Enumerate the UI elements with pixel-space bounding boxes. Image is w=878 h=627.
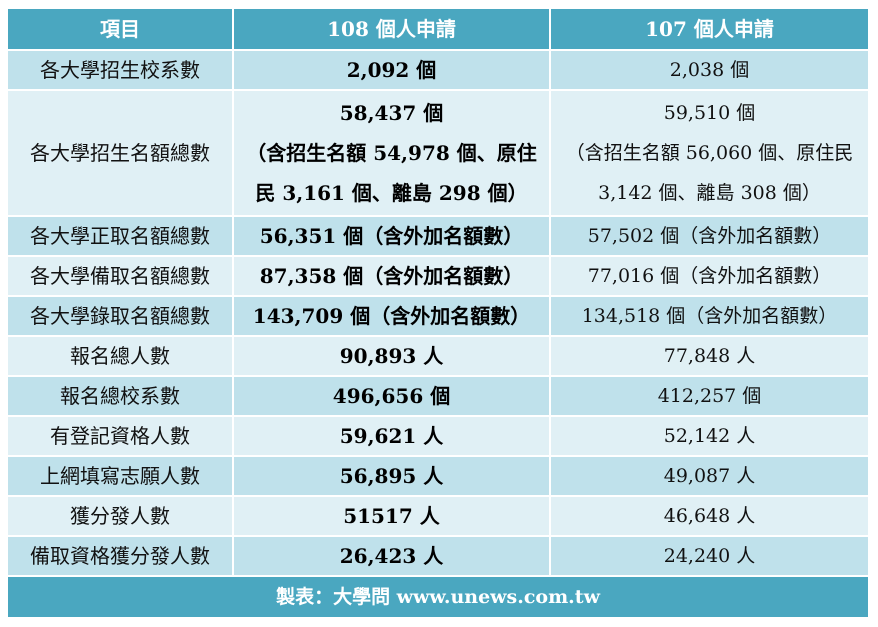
table-row: 各大學錄取名額總數 143,709 個（含外加名額數） 134,518 個（含外…: [6, 295, 868, 337]
value-108: 496,656 個: [232, 375, 551, 417]
row-label: 各大學招生校系數: [6, 49, 234, 91]
header-item: 項目: [6, 7, 234, 51]
table-footer: 製表：大學問 www.unews.com.tw: [6, 575, 868, 619]
value-107: 24,240 人: [549, 535, 868, 577]
table-row: 有登記資格人數 59,621 人 52,142 人: [6, 415, 868, 457]
table-row: 各大學招生校系數 2,092 個 2,038 個: [6, 49, 868, 91]
table-row: 報名總校系數 496,656 個 412,257 個: [6, 375, 868, 417]
row-label: 各大學錄取名額總數: [6, 295, 234, 337]
row-label: 報名總校系數: [6, 375, 234, 417]
value-108: 56,351 個（含外加名額數）: [232, 215, 551, 257]
header-108: 108 個人申請: [232, 7, 551, 51]
value-108: 87,358 個（含外加名額數）: [232, 255, 551, 297]
value-107-main: 59,510 個: [663, 102, 756, 124]
row-label: 各大學備取名額總數: [6, 255, 234, 297]
value-108: 56,895 人: [232, 455, 551, 497]
table-row: 各大學備取名額總數 87,358 個（含外加名額數） 77,016 個（含外加名…: [6, 255, 868, 297]
value-107: 77,848 人: [549, 335, 868, 377]
value-108: 90,893 人: [232, 335, 551, 377]
value-107: 134,518 個（含外加名額數）: [549, 295, 868, 337]
value-108: 51517 人: [232, 495, 551, 537]
value-108-main: 58,437 個: [339, 101, 444, 125]
footer-row: 製表：大學問 www.unews.com.tw: [6, 575, 868, 619]
table-body: 各大學招生校系數 2,092 個 2,038 個 各大學招生名額總數 58,43…: [6, 49, 868, 577]
header-107: 107 個人申請: [549, 7, 868, 51]
comparison-table: 項目 108 個人申請 107 個人申請 各大學招生校系數 2,092 個 2,…: [6, 7, 868, 619]
value-108-detail: （含招生名額 54,978 個、原住民 3,161 個、離島 298 個）: [246, 141, 537, 205]
value-107-detail: （含招生名額 56,060 個、原住民 3,142 個、離島 308 個）: [565, 142, 854, 204]
table-row: 報名總人數 90,893 人 77,848 人: [6, 335, 868, 377]
value-107: 59,510 個 （含招生名額 56,060 個、原住民 3,142 個、離島 …: [549, 89, 868, 217]
row-label: 有登記資格人數: [6, 415, 234, 457]
value-107: 46,648 人: [549, 495, 868, 537]
row-label: 各大學招生名額總數: [6, 89, 234, 217]
value-107: 2,038 個: [549, 49, 868, 91]
value-107: 57,502 個（含外加名額數）: [549, 215, 868, 257]
row-label: 上網填寫志願人數: [6, 455, 234, 497]
table-row: 各大學招生名額總數 58,437 個 （含招生名額 54,978 個、原住民 3…: [6, 89, 868, 217]
table-row: 獲分發人數 51517 人 46,648 人: [6, 495, 868, 537]
row-label: 各大學正取名額總數: [6, 215, 234, 257]
source-credit: 製表：大學問 www.unews.com.tw: [6, 575, 868, 619]
value-107: 77,016 個（含外加名額數）: [549, 255, 868, 297]
table-row: 備取資格獲分發人數 26,423 人 24,240 人: [6, 535, 868, 577]
comparison-table-container: 項目 108 個人申請 107 個人申請 各大學招生校系數 2,092 個 2,…: [6, 7, 868, 619]
value-107: 52,142 人: [549, 415, 868, 457]
value-108: 58,437 個 （含招生名額 54,978 個、原住民 3,161 個、離島 …: [232, 89, 551, 217]
value-107: 49,087 人: [549, 455, 868, 497]
table-row: 上網填寫志願人數 56,895 人 49,087 人: [6, 455, 868, 497]
value-108: 26,423 人: [232, 535, 551, 577]
row-label: 報名總人數: [6, 335, 234, 377]
row-label: 備取資格獲分發人數: [6, 535, 234, 577]
value-108: 143,709 個（含外加名額數）: [232, 295, 551, 337]
value-108: 2,092 個: [232, 49, 551, 91]
value-108: 59,621 人: [232, 415, 551, 457]
row-label: 獲分發人數: [6, 495, 234, 537]
table-row: 各大學正取名額總數 56,351 個（含外加名額數） 57,502 個（含外加名…: [6, 215, 868, 257]
value-107: 412,257 個: [549, 375, 868, 417]
table-header: 項目 108 個人申請 107 個人申請: [6, 7, 868, 51]
header-row: 項目 108 個人申請 107 個人申請: [6, 7, 868, 51]
